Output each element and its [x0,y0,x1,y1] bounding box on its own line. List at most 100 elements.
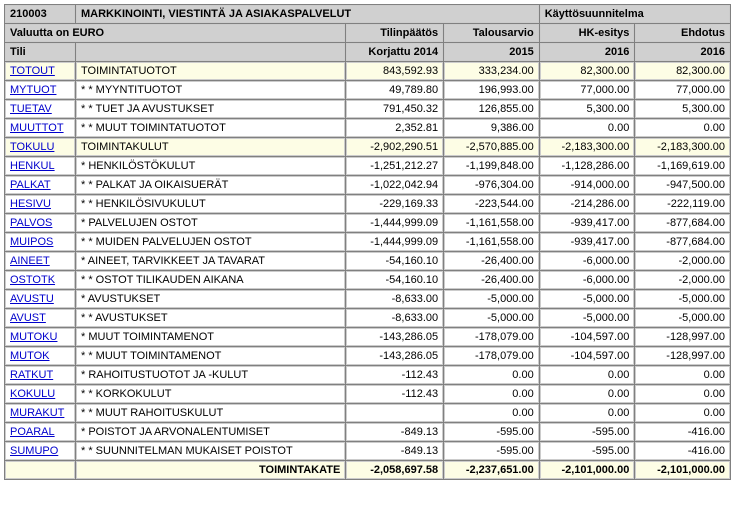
row-value: 0.00 [444,385,539,403]
row-value: -214,286.00 [540,195,635,213]
account-link[interactable]: MURAKUT [10,407,64,419]
row-value: -849.13 [346,423,443,441]
row-value: 0.00 [540,404,635,422]
row-code-cell: MUIPOS [5,233,75,251]
footer-row: TOIMINTAKATE -2,058,697.58 -2,237,651.00… [5,461,730,479]
footer-c3: -2,101,000.00 [540,461,635,479]
row-value: -54,160.10 [346,271,443,289]
row-code-cell: SUMUPO [5,442,75,460]
account-link[interactable]: AINEET [10,255,50,267]
row-desc: * * OSTOT TILIKAUDEN AIKANA [76,271,345,289]
row-value: -849.13 [346,442,443,460]
header-col-tilinpaatos: Tilinpäätös [346,24,443,42]
row-value: -939,417.00 [540,233,635,251]
row-value: -416.00 [635,423,730,441]
header-2015: 2015 [444,43,539,61]
row-value: -128,997.00 [635,347,730,365]
account-link[interactable]: TUETAV [10,103,52,115]
row-value: -229,169.33 [346,195,443,213]
row-code-cell: PALVOS [5,214,75,232]
table-row: TOKULUTOIMINTAKULUT-2,902,290.51-2,570,8… [5,138,730,156]
row-value: -2,570,885.00 [444,138,539,156]
row-desc: * * HENKILÖSIVUKULUT [76,195,345,213]
account-link[interactable]: HENKUL [10,160,55,172]
account-link[interactable]: TOTOUT [10,65,55,77]
account-link[interactable]: MUIPOS [10,236,53,248]
row-value: -8,633.00 [346,309,443,327]
row-value: -1,444,999.09 [346,233,443,251]
account-link[interactable]: AVUSTU [10,293,54,305]
row-value: 0.00 [540,119,635,137]
row-code-cell: TUETAV [5,100,75,118]
row-code-cell: TOKULU [5,138,75,156]
row-code-cell: RATKUT [5,366,75,384]
row-desc: * * MYYNTITUOTOT [76,81,345,99]
row-value: 0.00 [540,385,635,403]
header-plan: Käyttösuunnitelma [540,5,730,23]
row-value: 2,352.81 [346,119,443,137]
row-value: -104,597.00 [540,347,635,365]
footer-c1: -2,058,697.58 [346,461,443,479]
header-currency: Valuutta on EURO [5,24,345,42]
row-code-cell: MUUTTOT [5,119,75,137]
row-desc: * * MUUT TOIMINTATUOTOT [76,119,345,137]
row-value: -26,400.00 [444,252,539,270]
row-code-cell: PALKAT [5,176,75,194]
row-value: -947,500.00 [635,176,730,194]
header-code: 210003 [5,5,75,23]
row-value: 126,855.00 [444,100,539,118]
row-value: -143,286.05 [346,328,443,346]
row-value: -223,544.00 [444,195,539,213]
row-value: 0.00 [540,366,635,384]
row-value: 77,000.00 [540,81,635,99]
row-code-cell: HESIVU [5,195,75,213]
account-link[interactable]: KOKULU [10,388,55,400]
row-code-cell: POARAL [5,423,75,441]
row-desc: * * MUUT RAHOITUSKULUT [76,404,345,422]
row-value: 333,234.00 [444,62,539,80]
row-value: -1,128,286.00 [540,157,635,175]
account-link[interactable]: PALVOS [10,217,52,229]
account-link[interactable]: AVUST [10,312,46,324]
row-value: -112.43 [346,366,443,384]
table-row: HESIVU * * HENKILÖSIVUKULUT-229,169.33-22… [5,195,730,213]
account-link[interactable]: PALKAT [10,179,51,191]
row-desc: * POISTOT JA ARVONALENTUMISET [76,423,345,441]
row-value: 0.00 [635,366,730,384]
account-link[interactable]: SUMUPO [10,445,58,457]
row-desc: * * MUIDEN PALVELUJEN OSTOT [76,233,345,251]
row-desc: * * AVUSTUKSET [76,309,345,327]
row-value: -2,000.00 [635,252,730,270]
table-row: AVUSTU* AVUSTUKSET-8,633.00-5,000.00-5,0… [5,290,730,308]
table-row: RATKUT* RAHOITUSTUOTOT JA -KULUT-112.430… [5,366,730,384]
row-code-cell: AVUST [5,309,75,327]
account-link[interactable]: MUTOK [10,350,50,362]
row-value: -877,684.00 [635,214,730,232]
row-code-cell: OSTOTK [5,271,75,289]
row-value: 196,993.00 [444,81,539,99]
footer-c4: -2,101,000.00 [635,461,730,479]
row-value: -178,079.00 [444,328,539,346]
row-value: 0.00 [635,385,730,403]
header-2016a: 2016 [540,43,635,61]
account-link[interactable]: OSTOTK [10,274,55,286]
row-desc: * * MUUT TOIMINTAMENOT [76,347,345,365]
row-value: -5,000.00 [444,290,539,308]
account-link[interactable]: RATKUT [10,369,53,381]
row-value: -877,684.00 [635,233,730,251]
account-link[interactable]: HESIVU [10,198,51,210]
row-value: -6,000.00 [540,252,635,270]
header-title: MARKKINOINTI, VIESTINTÄ JA ASIAKASPALVEL… [76,5,539,23]
table-row: SUMUPO* * SUUNNITELMAN MUKAISET POISTOT-… [5,442,730,460]
row-value: 9,386.00 [444,119,539,137]
account-link[interactable]: MUTOKU [10,331,57,343]
account-link[interactable]: POARAL [10,426,55,438]
row-value: -1,022,042.94 [346,176,443,194]
header-2016b: 2016 [635,43,730,61]
account-link[interactable]: MYTUOT [10,84,56,96]
account-link[interactable]: MUUTTOT [10,122,64,134]
account-link[interactable]: TOKULU [10,141,54,153]
row-code-cell: TOTOUT [5,62,75,80]
row-value: 5,300.00 [635,100,730,118]
row-value: -2,183,300.00 [540,138,635,156]
